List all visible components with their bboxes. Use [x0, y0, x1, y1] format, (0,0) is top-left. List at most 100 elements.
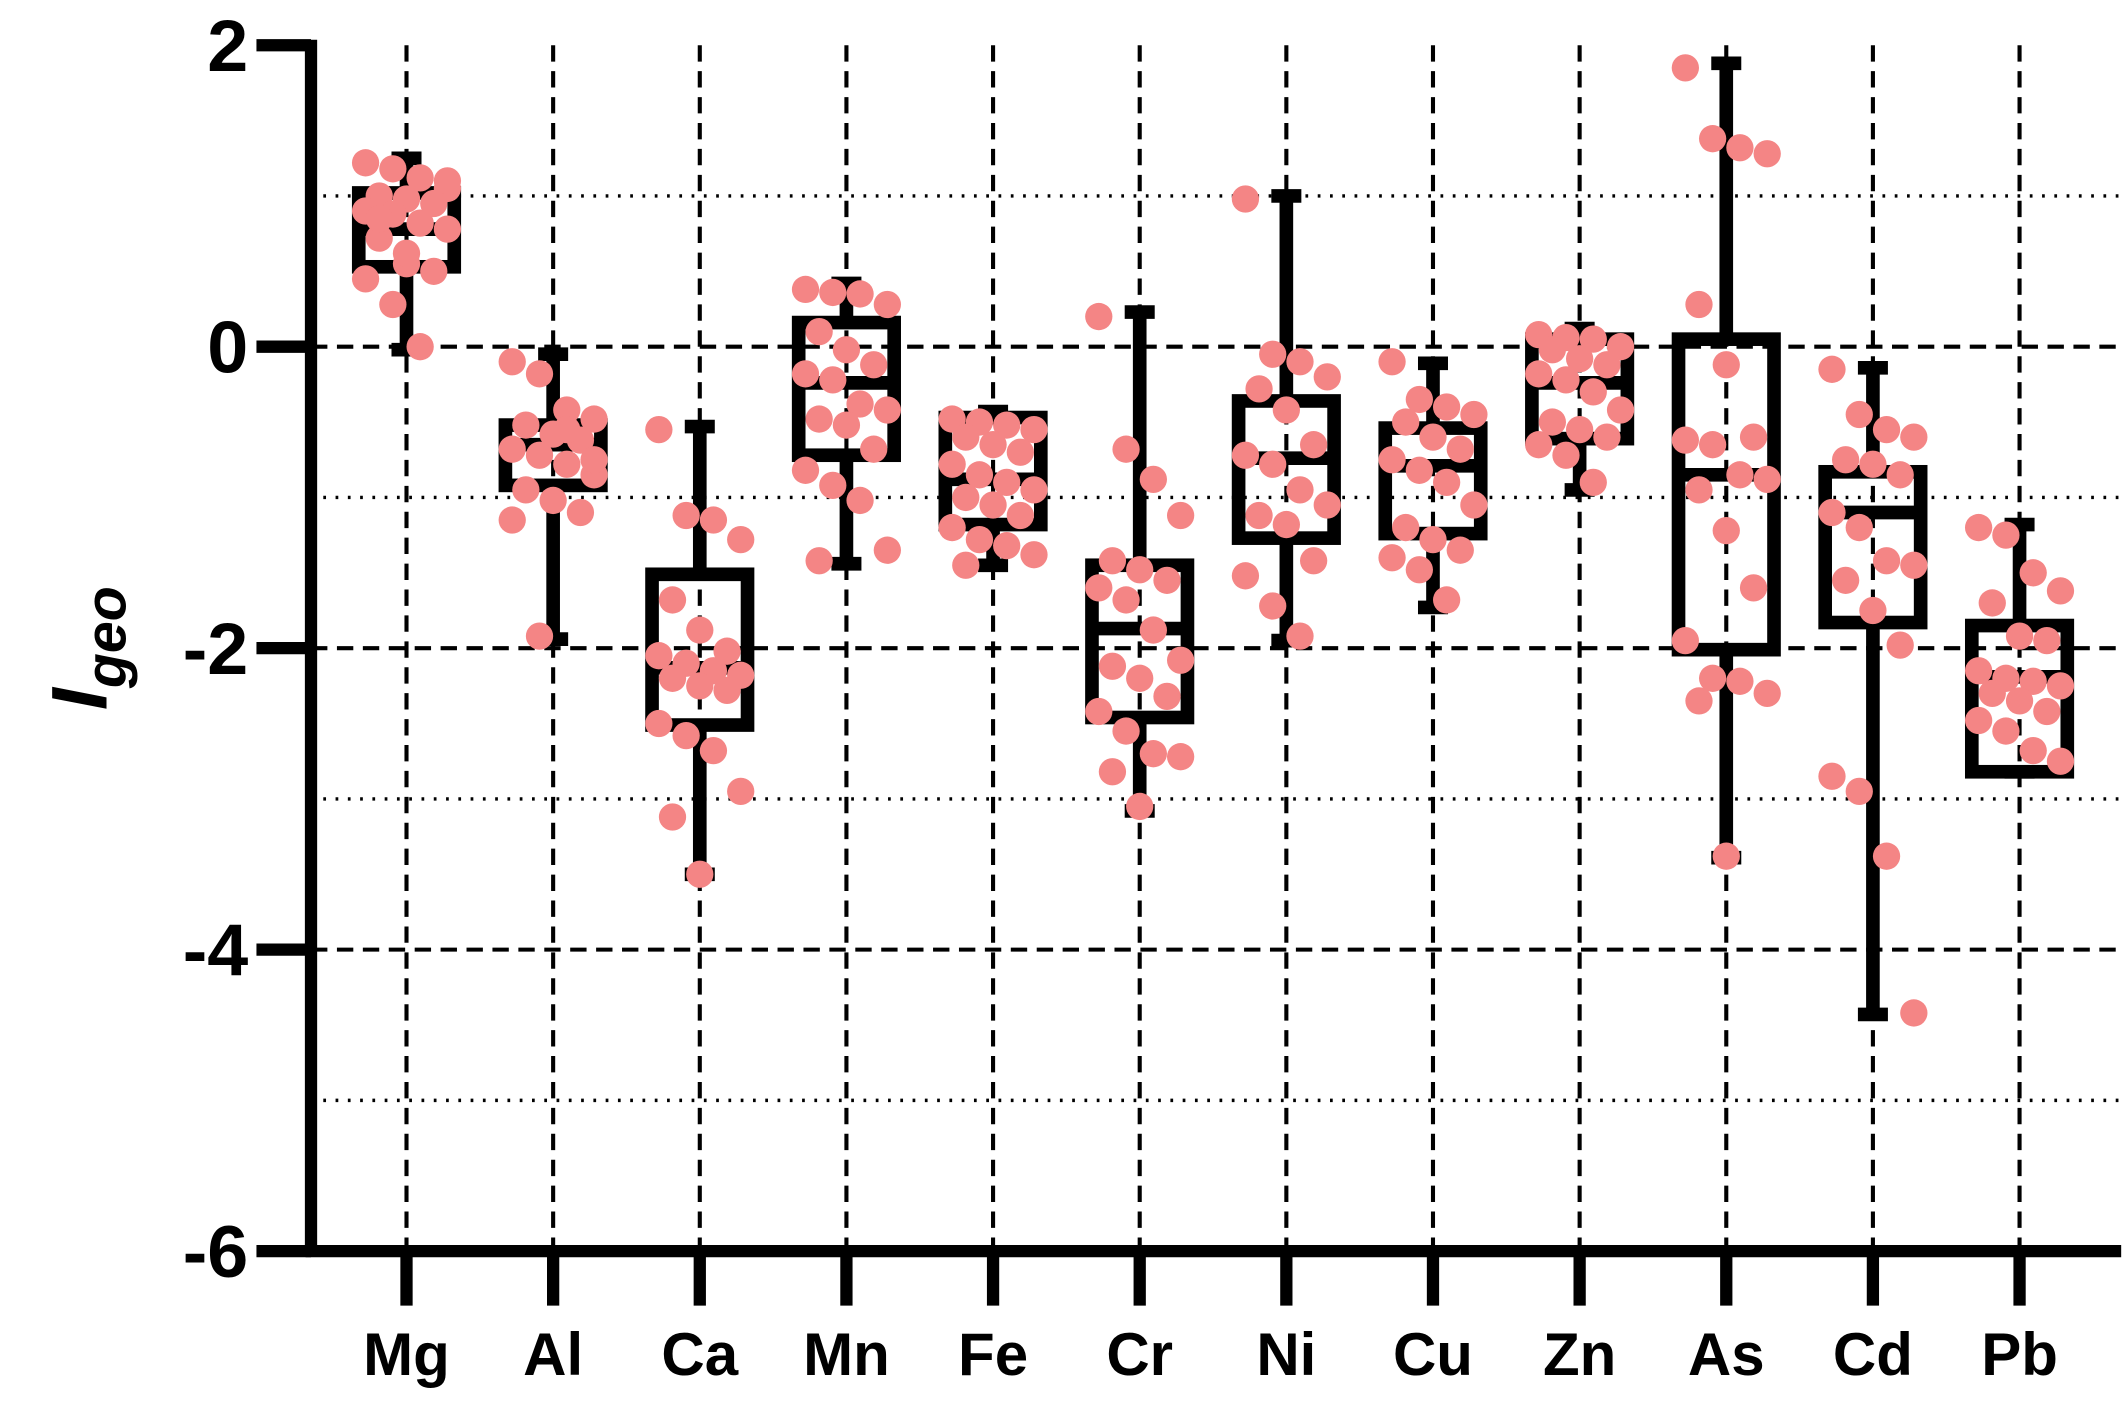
data-point	[805, 547, 833, 575]
data-point	[1231, 562, 1260, 590]
data-point	[1286, 622, 1314, 650]
y-tick-label: 0	[207, 306, 248, 389]
data-point	[498, 435, 526, 463]
data-point	[420, 189, 448, 218]
data-point	[1378, 446, 1406, 474]
data-point	[1886, 631, 1914, 659]
data-point	[1671, 426, 1699, 454]
data-point	[952, 483, 980, 512]
data-point	[1565, 415, 1594, 444]
data-point	[1166, 501, 1195, 530]
data-point	[1460, 491, 1488, 519]
data-point	[1818, 355, 1846, 383]
data-point	[1446, 435, 1474, 463]
data-point	[1525, 431, 1553, 459]
data-point	[1845, 777, 1873, 806]
data-point	[1153, 682, 1181, 711]
data-point	[993, 411, 1021, 439]
data-point	[392, 239, 421, 267]
data-point	[1900, 999, 1928, 1027]
data-point	[993, 532, 1021, 560]
data-point	[1259, 592, 1287, 620]
data-point	[1698, 431, 1727, 459]
data-point	[1405, 456, 1433, 484]
data-point	[1886, 461, 1914, 489]
data-point	[1671, 54, 1699, 82]
y-axis-label-sub: geo	[74, 586, 138, 689]
data-point	[965, 525, 994, 554]
data-point	[686, 616, 714, 644]
data-point	[645, 709, 673, 738]
data-point	[1992, 717, 2020, 745]
data-point	[1712, 516, 1740, 545]
data-point	[805, 405, 833, 433]
data-point	[1978, 679, 2006, 708]
data-point	[351, 265, 380, 293]
data-point	[1753, 140, 1781, 168]
data-point	[1299, 431, 1328, 459]
data-point	[1126, 664, 1154, 692]
data-point	[1739, 423, 1768, 451]
data-point	[2005, 687, 2034, 715]
data-point	[1139, 465, 1167, 493]
data-point	[1419, 525, 1447, 554]
x-tick-label: Zn	[1543, 1321, 1616, 1388]
data-point	[512, 476, 540, 504]
data-point	[1020, 541, 1048, 569]
data-point	[1112, 717, 1140, 745]
data-point	[1286, 476, 1314, 504]
data-point	[553, 415, 581, 444]
data-point	[1313, 491, 1341, 519]
data-point	[1085, 697, 1113, 726]
data-point	[672, 721, 700, 750]
x-tick-label: Pb	[1981, 1321, 2058, 1388]
data-point	[1593, 351, 1621, 379]
data-point	[1020, 415, 1048, 444]
data-point	[699, 737, 728, 765]
data-point	[1259, 450, 1287, 478]
data-point	[1845, 400, 1873, 429]
data-point	[379, 290, 407, 319]
data-point	[2005, 622, 2034, 650]
data-point	[1872, 842, 1901, 870]
data-point	[1139, 740, 1167, 768]
data-point	[1126, 792, 1154, 821]
data-point	[846, 486, 874, 515]
data-point	[1579, 378, 1607, 406]
data-point	[1098, 547, 1127, 575]
data-point	[699, 506, 728, 534]
data-point	[1525, 360, 1553, 388]
data-point	[805, 317, 833, 346]
data-point	[553, 450, 581, 478]
data-point	[1006, 501, 1034, 530]
data-point	[1964, 657, 1993, 685]
data-point	[1739, 574, 1768, 602]
data-point	[1859, 596, 1887, 625]
data-point	[873, 396, 901, 424]
data-point	[1419, 423, 1447, 451]
data-point	[525, 360, 554, 388]
data-point	[1753, 679, 1781, 708]
x-tick-label: Al	[523, 1321, 583, 1388]
data-point	[1126, 556, 1154, 584]
data-point	[1139, 616, 1167, 644]
data-point	[1685, 687, 1713, 715]
data-point	[1272, 510, 1300, 539]
data-point	[1166, 743, 1195, 771]
data-point	[365, 224, 393, 252]
data-point	[1085, 574, 1113, 602]
data-point	[791, 275, 820, 304]
data-point	[1831, 446, 1860, 474]
data-point	[658, 664, 687, 692]
data-point	[1153, 566, 1181, 594]
data-point	[525, 441, 554, 469]
x-tick-label: Cu	[1393, 1321, 1473, 1388]
x-tick-label: Mn	[803, 1321, 890, 1388]
data-point	[1726, 461, 1754, 489]
data-point	[1392, 513, 1420, 542]
data-point	[498, 506, 526, 534]
data-point	[1098, 652, 1127, 680]
data-point	[1593, 423, 1621, 451]
data-point	[2019, 559, 2047, 587]
